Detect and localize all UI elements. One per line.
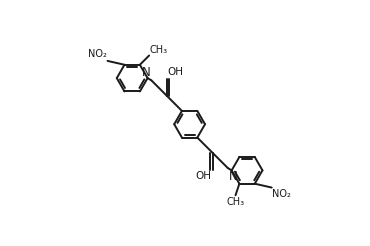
Text: N: N <box>229 169 237 183</box>
Text: NO₂: NO₂ <box>272 189 291 199</box>
Text: OH: OH <box>168 67 184 77</box>
Text: CH₃: CH₃ <box>150 45 168 55</box>
Text: NO₂: NO₂ <box>88 49 107 59</box>
Text: CH₃: CH₃ <box>226 197 245 207</box>
Text: OH: OH <box>195 171 211 181</box>
Text: N: N <box>142 66 151 79</box>
